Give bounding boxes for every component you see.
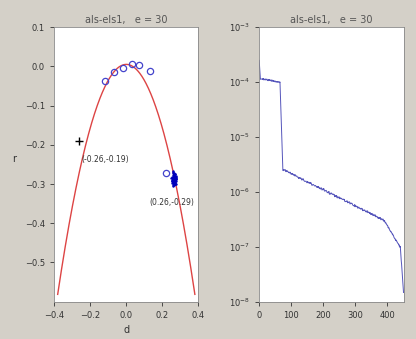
Text: (-0.26,-0.19): (-0.26,-0.19)	[81, 156, 129, 164]
Y-axis label: r: r	[12, 155, 16, 164]
X-axis label: d: d	[123, 325, 129, 335]
Text: (0.26,-0.29): (0.26,-0.29)	[150, 198, 195, 207]
Title: als-els1,   e = 30: als-els1, e = 30	[290, 15, 373, 25]
Title: als-els1,   e = 30: als-els1, e = 30	[85, 15, 168, 25]
